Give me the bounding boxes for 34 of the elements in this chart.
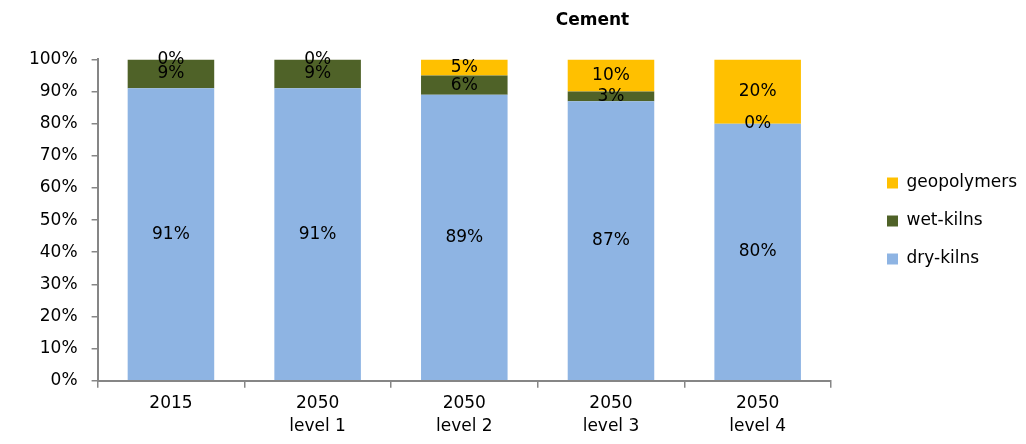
y-tick-label: 50% <box>39 208 78 229</box>
data-label: 87% <box>592 229 630 250</box>
y-tick-label: 90% <box>39 79 78 100</box>
x-tick-label: 2050 level 4 <box>729 391 786 435</box>
y-tick-label: 70% <box>39 144 78 165</box>
data-label: 91% <box>298 222 337 243</box>
y-tick-label: 30% <box>39 272 78 293</box>
data-label: 6% <box>450 73 478 94</box>
y-tick-label: 40% <box>39 240 78 261</box>
x-tick-label: 2050 level 3 <box>582 391 640 435</box>
x-tick-label: 2015 <box>149 391 193 412</box>
y-tick-label: 10% <box>39 337 78 358</box>
y-tick-label: 80% <box>39 112 78 133</box>
data-label: 91% <box>152 222 190 243</box>
data-label: 5% <box>450 55 478 76</box>
y-tick-label: 100% <box>28 47 78 68</box>
bar <box>567 101 655 381</box>
data-label: 20% <box>738 79 777 100</box>
data-label: 89% <box>445 225 484 246</box>
legend-label: geopolymers <box>906 171 1018 192</box>
data-label: 80% <box>738 240 777 261</box>
bar <box>421 75 508 95</box>
y-tick-label: 0% <box>50 369 78 390</box>
bar <box>274 88 361 381</box>
bar <box>421 94 508 381</box>
x-tick-label: 2050 level 1 <box>289 391 346 435</box>
chart-title: Cement <box>555 8 630 29</box>
bar <box>127 88 215 381</box>
legend-label: wet-kilns <box>906 209 983 230</box>
x-tick-label: 2050 level 2 <box>435 391 493 435</box>
data-label: 10% <box>592 63 630 84</box>
y-tick-label: 20% <box>39 304 78 325</box>
legend-label: dry-kilns <box>906 247 980 268</box>
y-tick-label: 60% <box>39 176 78 197</box>
